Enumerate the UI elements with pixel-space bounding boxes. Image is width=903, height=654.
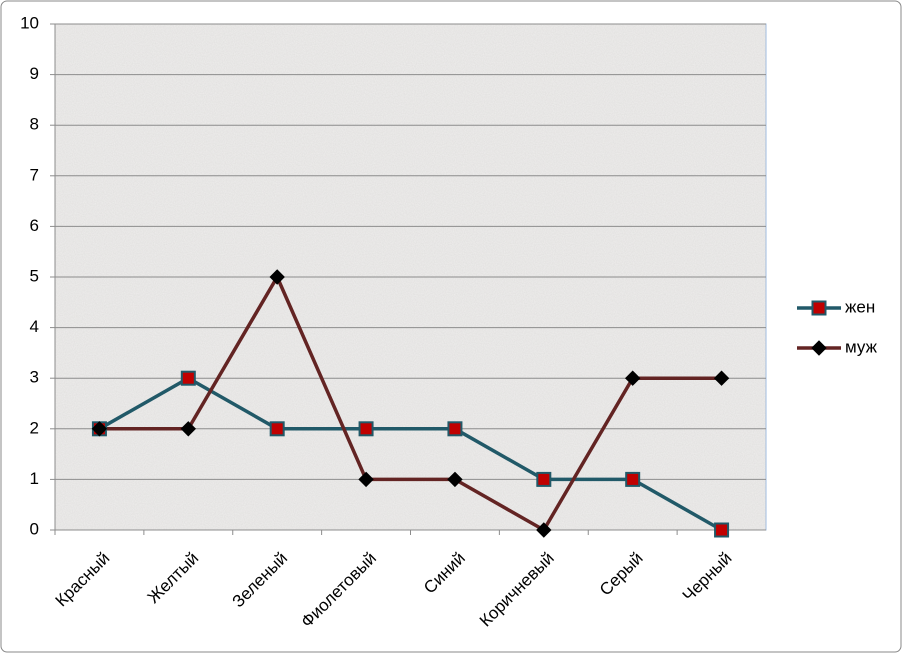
- point: [625, 471, 641, 487]
- y-tick-label: 1: [30, 469, 39, 488]
- legend-marker: [811, 340, 827, 356]
- legend-marker: [811, 300, 827, 316]
- y-tick-label: 8: [30, 115, 39, 134]
- y-tick-label: 5: [30, 266, 39, 285]
- y-tick-label: 9: [30, 64, 39, 83]
- y-tick-label: 4: [30, 317, 39, 336]
- series-line: [99, 275, 722, 532]
- point: [624, 370, 641, 386]
- y-tick-label: 10: [20, 13, 39, 32]
- y-tick-label: 0: [30, 519, 39, 538]
- point: [447, 421, 463, 437]
- point: [91, 421, 108, 437]
- point: [180, 370, 196, 386]
- point: [536, 471, 552, 487]
- point: [269, 421, 285, 437]
- y-tick-label: 2: [30, 418, 39, 437]
- legend-label: жен: [845, 297, 875, 316]
- legend-label: муж: [845, 337, 878, 356]
- y-tick-label: 6: [30, 216, 39, 235]
- point: [180, 421, 197, 437]
- point: [358, 471, 374, 488]
- point: [536, 522, 552, 538]
- y-tick-label: 3: [30, 368, 39, 387]
- point: [714, 522, 730, 538]
- point: [358, 421, 374, 437]
- y-tick-label: 7: [30, 165, 39, 184]
- point: [447, 471, 463, 488]
- point: [713, 370, 730, 386]
- point: [269, 269, 285, 285]
- series-line: [98, 376, 723, 532]
